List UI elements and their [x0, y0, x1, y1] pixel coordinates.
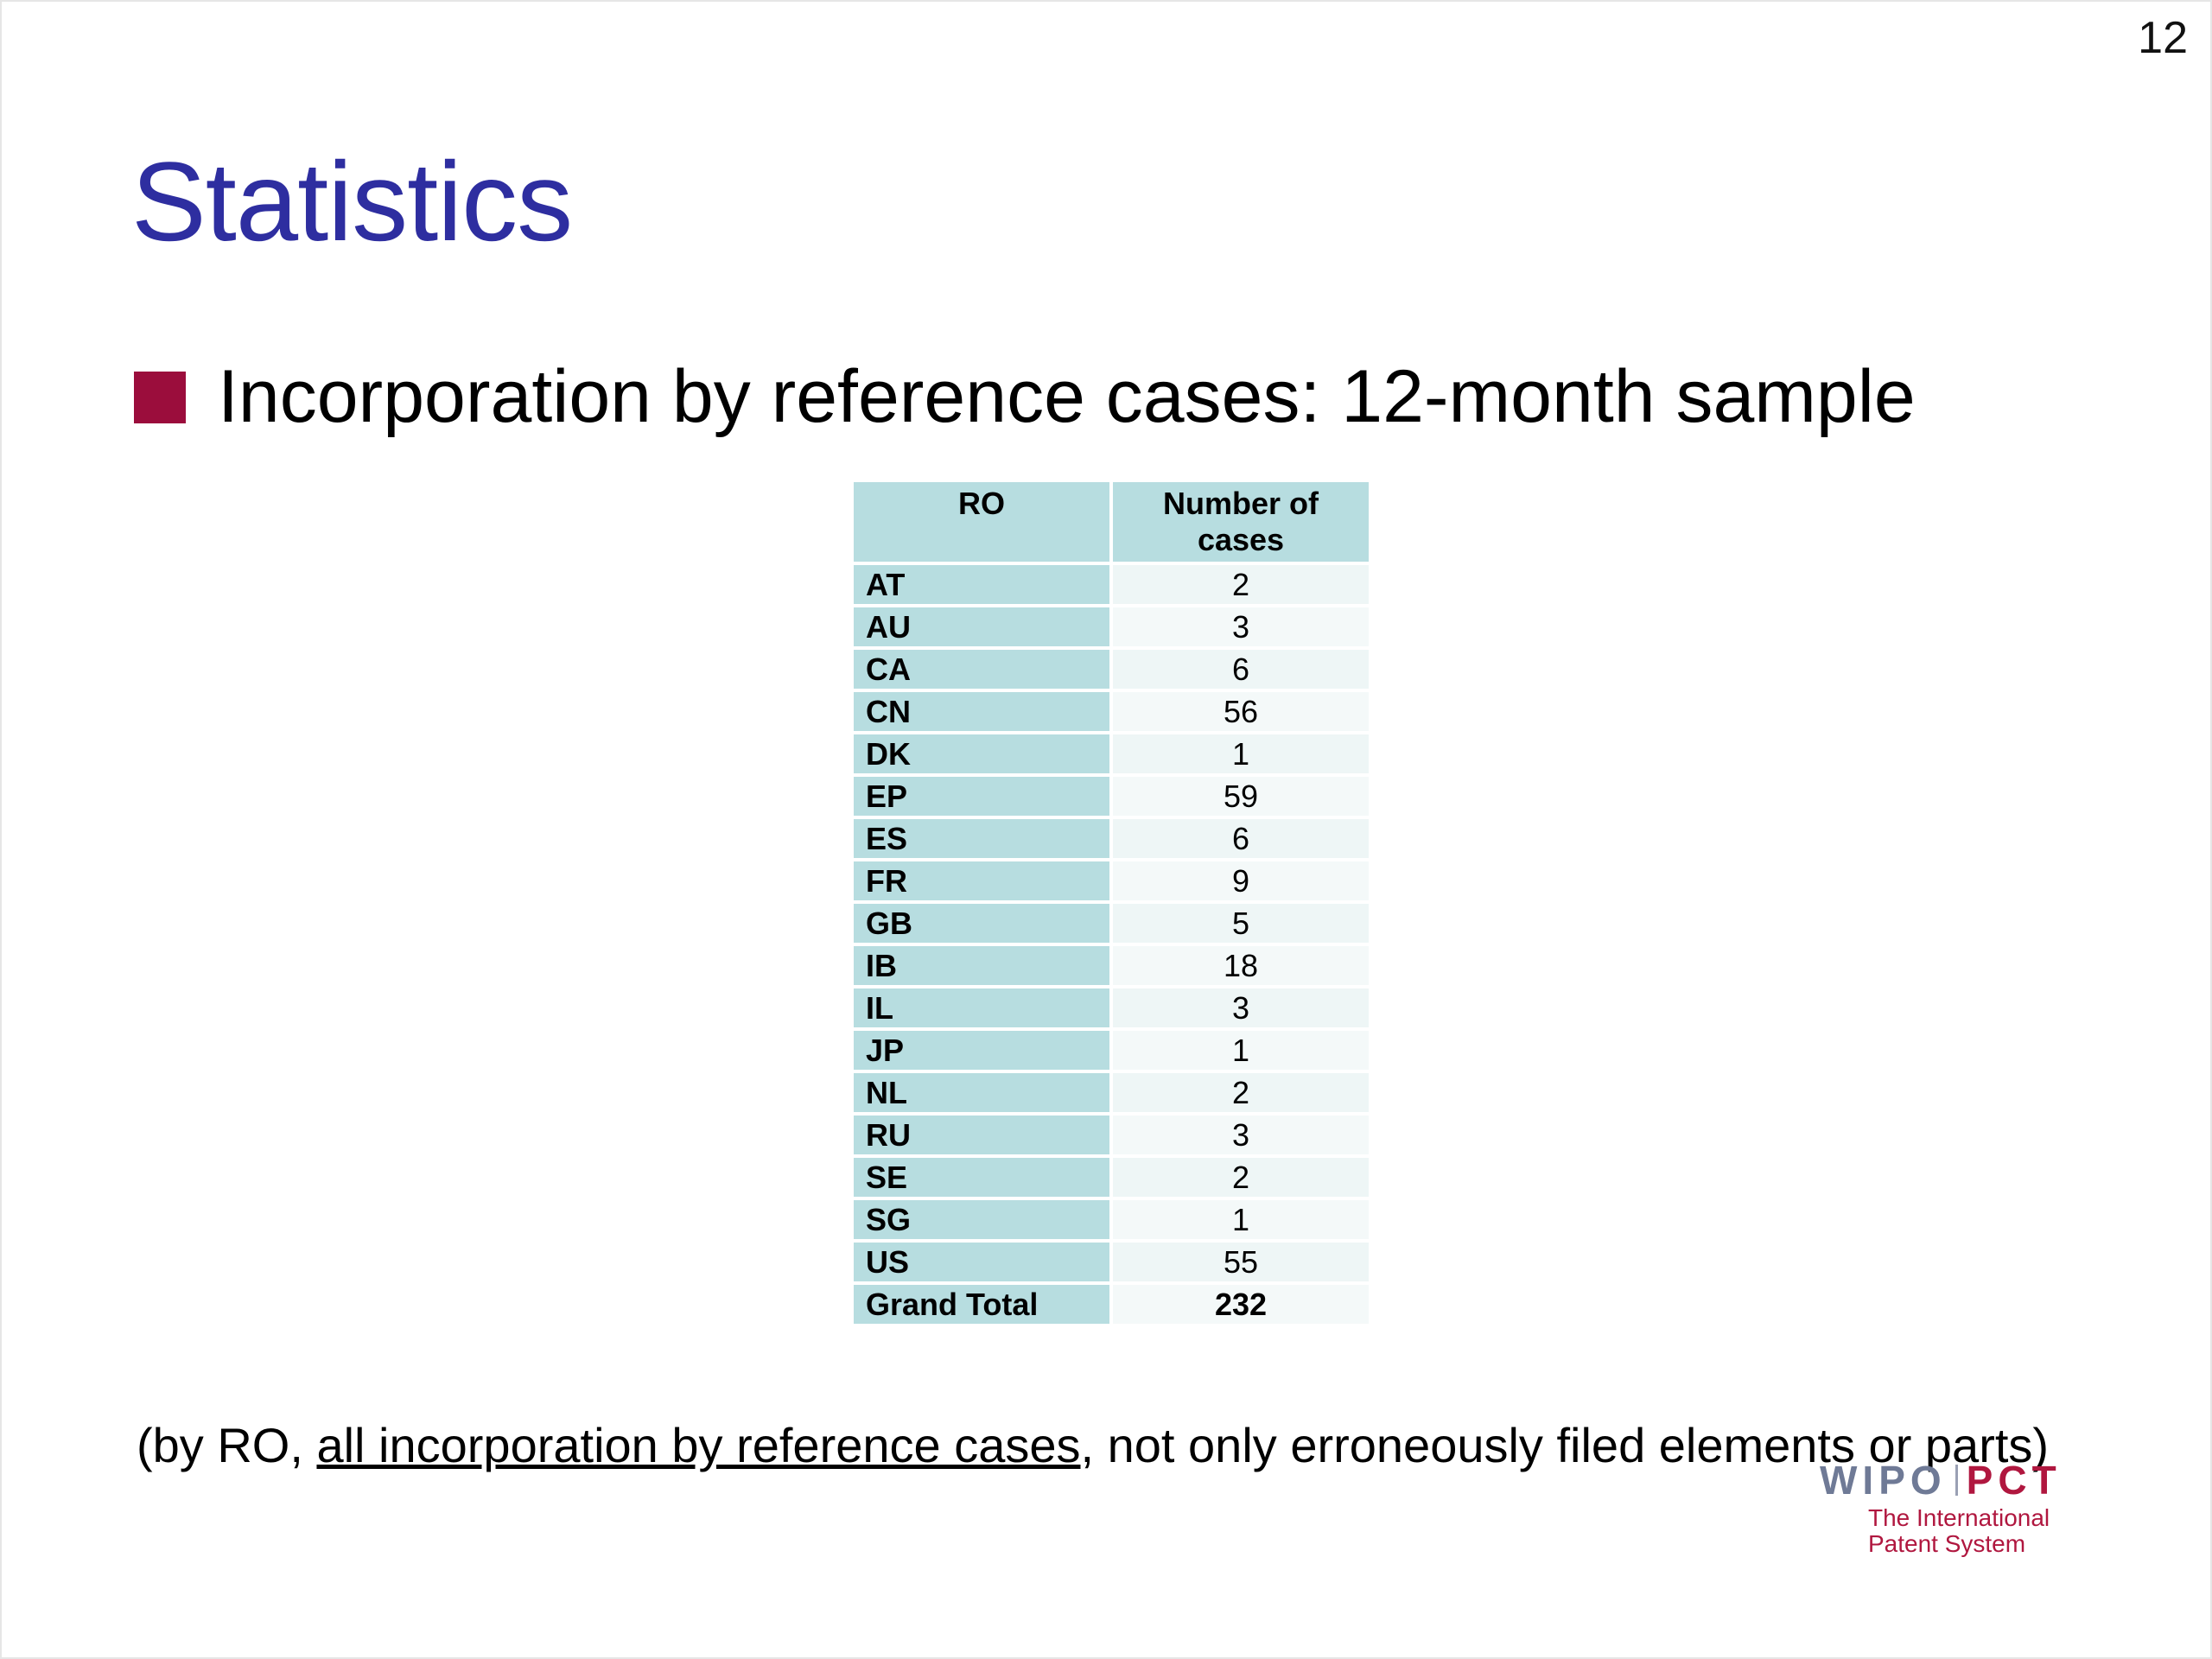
grand-total-value: 232: [1113, 1285, 1369, 1324]
table-row: CA 6: [854, 650, 1369, 689]
header-number-of-cases: Number of cases: [1113, 482, 1369, 562]
cases-cell: 2: [1113, 565, 1369, 604]
ro-cell: US: [854, 1243, 1109, 1281]
table-header-row: RO Number of cases: [854, 482, 1369, 562]
table-row: DK 1: [854, 734, 1369, 773]
cases-cell: 6: [1113, 819, 1369, 858]
table-row: FR 9: [854, 861, 1369, 900]
logo-tagline-line1: The International: [1868, 1504, 2050, 1531]
cases-cell: 9: [1113, 861, 1369, 900]
slide-title: Statistics: [131, 138, 573, 264]
logo-wipo-text: WIPO: [1820, 1458, 1947, 1503]
ro-cell: AT: [854, 565, 1109, 604]
ro-cell: JP: [854, 1031, 1109, 1070]
cases-cell: 3: [1113, 607, 1369, 646]
cases-cell: 2: [1113, 1073, 1369, 1112]
logo-wordmark: WIPO PCT: [1820, 1460, 2079, 1500]
table-row: AT 2: [854, 565, 1369, 604]
cases-cell: 3: [1113, 1116, 1369, 1154]
logo-tagline-line2: Patent System: [1868, 1530, 2026, 1557]
logo-separator: [1955, 1465, 1958, 1496]
table-row: US 55: [854, 1243, 1369, 1281]
table-row: GB 5: [854, 904, 1369, 943]
ro-cell: EP: [854, 777, 1109, 816]
cases-cell: 6: [1113, 650, 1369, 689]
ro-cell: DK: [854, 734, 1109, 773]
cases-cell: 55: [1113, 1243, 1369, 1281]
cases-cell: 1: [1113, 1031, 1369, 1070]
logo-tagline: The International Patent System: [1868, 1505, 2079, 1557]
ro-cell: SG: [854, 1200, 1109, 1239]
ro-cell: ES: [854, 819, 1109, 858]
ro-cell: FR: [854, 861, 1109, 900]
ro-cell: GB: [854, 904, 1109, 943]
footnote: (by RO, all incorporation by reference c…: [137, 1417, 2049, 1473]
cases-cell: 5: [1113, 904, 1369, 943]
ro-cell: AU: [854, 607, 1109, 646]
statistics-table: RO Number of cases AT 2 AU 3 CA 6 CN 56 DK 1 EP 59 E…: [850, 479, 1372, 1327]
ro-cell: NL: [854, 1073, 1109, 1112]
table-row: NL 2: [854, 1073, 1369, 1112]
table-row: RU 3: [854, 1116, 1369, 1154]
cases-cell: 2: [1113, 1158, 1369, 1197]
ro-cell: RU: [854, 1116, 1109, 1154]
table-row: CN 56: [854, 692, 1369, 731]
table-row: JP 1: [854, 1031, 1369, 1070]
bullet-text: Incorporation by reference cases: 12-mon…: [218, 355, 1916, 438]
wipo-pct-logo: WIPO PCT The International Patent System: [1820, 1460, 2079, 1557]
header-ro: RO: [854, 482, 1109, 562]
table-row: IL 3: [854, 988, 1369, 1027]
cases-cell: 59: [1113, 777, 1369, 816]
footnote-suffix: , not only erroneously filed elements or…: [1080, 1418, 2050, 1472]
table-row: EP 59: [854, 777, 1369, 816]
cases-cell: 1: [1113, 1200, 1369, 1239]
table-row: SG 1: [854, 1200, 1369, 1239]
footnote-underlined: all incorporation by reference cases: [316, 1418, 1081, 1472]
page-number: 12: [2138, 13, 2188, 63]
logo-pct-text: PCT: [1966, 1458, 2062, 1503]
cases-cell: 3: [1113, 988, 1369, 1027]
table-body: AT 2 AU 3 CA 6 CN 56 DK 1 EP 59 ES 6 FR 9 GB 5 IB 18 IL 3 JP 1 N…: [854, 565, 1369, 1324]
cases-cell: 18: [1113, 946, 1369, 985]
bullet-square-icon: [134, 372, 186, 423]
table-row: IB 18: [854, 946, 1369, 985]
table-row: AU 3: [854, 607, 1369, 646]
grand-total-label: Grand Total: [854, 1285, 1109, 1324]
footnote-prefix: (by RO,: [137, 1418, 317, 1472]
table-row: SE 2: [854, 1158, 1369, 1197]
table-total-row: Grand Total 232: [854, 1285, 1369, 1324]
ro-cell: CA: [854, 650, 1109, 689]
cases-cell: 56: [1113, 692, 1369, 731]
table-row: ES 6: [854, 819, 1369, 858]
cases-cell: 1: [1113, 734, 1369, 773]
ro-cell: SE: [854, 1158, 1109, 1197]
ro-cell: CN: [854, 692, 1109, 731]
ro-cell: IB: [854, 946, 1109, 985]
ro-cell: IL: [854, 988, 1109, 1027]
